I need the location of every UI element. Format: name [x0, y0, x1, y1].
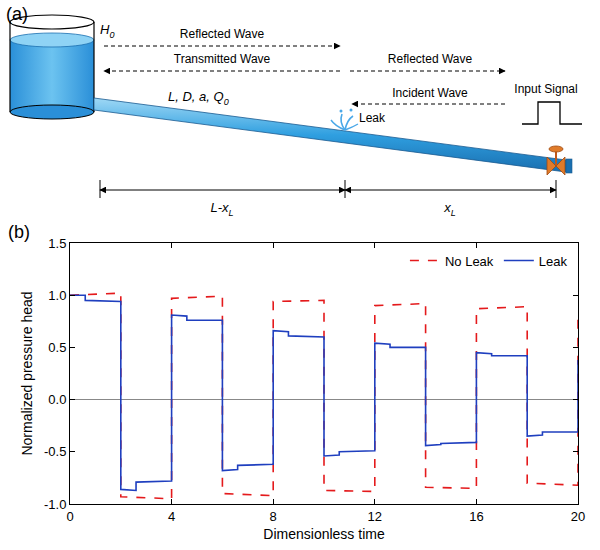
svg-text:xL: xL: [443, 200, 456, 218]
svg-text:1.5: 1.5: [48, 236, 66, 251]
svg-text:Reflected Wave: Reflected Wave: [180, 27, 265, 41]
svg-text:-0.5: -0.5: [44, 444, 66, 459]
svg-text:0.0: 0.0: [48, 392, 66, 407]
svg-text:Leak: Leak: [359, 111, 386, 125]
svg-text:Leak: Leak: [539, 254, 568, 269]
svg-text:8: 8: [270, 509, 277, 524]
svg-text:(a): (a): [6, 4, 28, 24]
svg-text:Transmitted Wave: Transmitted Wave: [174, 52, 271, 66]
svg-text:Normalized pressure head: Normalized pressure head: [19, 291, 35, 455]
svg-text:20: 20: [571, 509, 585, 524]
svg-text:L-xL: L-xL: [210, 200, 233, 218]
svg-text:16: 16: [469, 509, 483, 524]
svg-text:0: 0: [66, 509, 73, 524]
svg-text:Dimensionless time: Dimensionless time: [263, 526, 385, 542]
svg-text:1.0: 1.0: [48, 288, 66, 303]
svg-text:-1.0: -1.0: [44, 497, 66, 512]
svg-text:H0: H0: [100, 22, 114, 40]
svg-text:Reflected Wave: Reflected Wave: [388, 52, 473, 66]
svg-text:0.5: 0.5: [48, 340, 66, 355]
svg-text:Incident Wave: Incident Wave: [392, 86, 468, 100]
svg-text:12: 12: [368, 509, 382, 524]
svg-text:No Leak: No Leak: [445, 254, 494, 269]
svg-text:Input Signal: Input Signal: [514, 82, 577, 96]
svg-text:4: 4: [168, 509, 175, 524]
html-text:(b): (b): [8, 222, 30, 242]
svg-text:L, D, a, Q0: L, D, a, Q0: [168, 89, 229, 107]
